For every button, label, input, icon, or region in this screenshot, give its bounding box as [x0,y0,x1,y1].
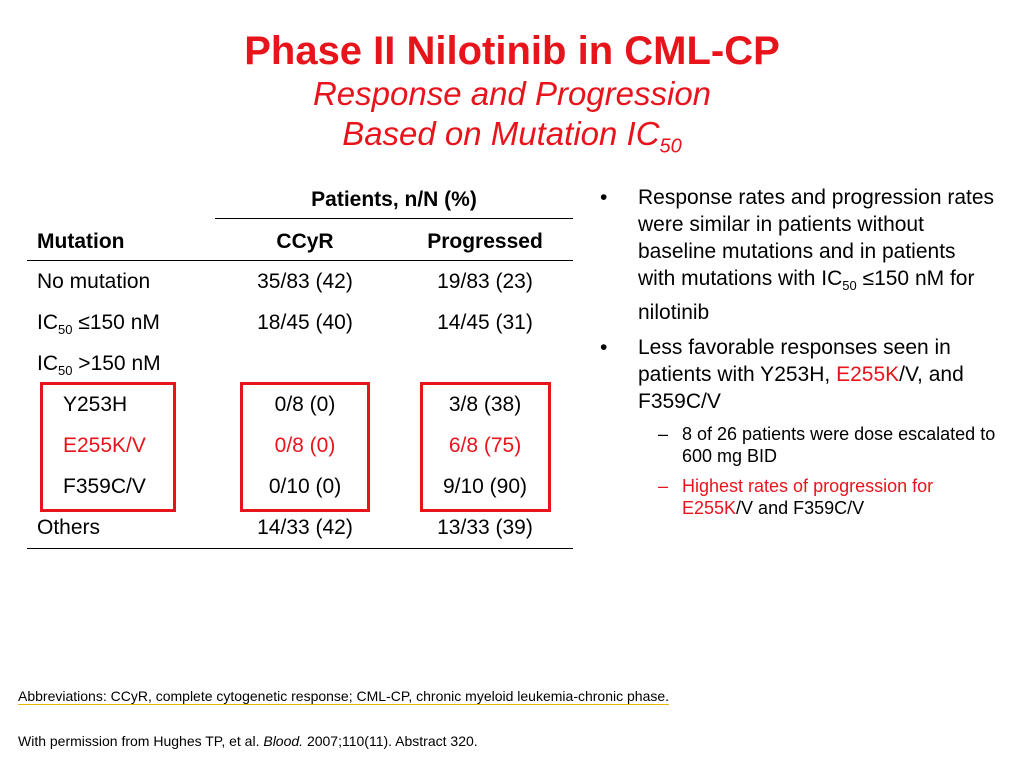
bullet-dot-icon: • [600,186,608,209]
table-bottom-rule [27,548,573,549]
ccyr-cell: 18/45 (40) [257,311,353,334]
sub-bullet-text: /V and F359C/V [736,498,865,519]
mutation-cell: IC50 >150 nM [37,344,161,391]
mutation-prefix: IC [37,352,58,375]
abbreviations-note: Abbreviations: CCyR, complete cytogeneti… [18,688,670,705]
dash-icon: – [658,476,669,497]
slide-title: Phase II Nilotinib in CML-CP [244,29,780,73]
mutation-subscript: 50 [58,363,73,379]
progressed-cell: 3/8 (38) [448,393,522,416]
progressed-cell: 13/33 (39) [437,516,533,539]
ccyr-cell: 14/33 (42) [257,516,353,539]
subtitle-line-2: Based on Mutation IC50 [0,114,1024,167]
bullet-text: /V, and F359C/V [638,363,964,414]
ccyr-cell: 0/8 (0) [274,393,336,416]
table-row: E255K/V 0/8 (0) 6/8 (75) [27,426,573,466]
mutation-suffix: >150 nM [72,352,161,375]
mutation-highlight-box [40,382,176,512]
journal-name: Blood. [263,733,304,749]
ccyr-cell: 0/8 (0) [274,434,336,457]
ccyr-cell: 0/10 (0) [268,475,342,498]
table-row: F359C/V 0/10 (0) 9/10 (90) [27,467,573,507]
subtitle-line-2-text: Based on Mutation IC [342,115,660,152]
progressed-cell: 9/10 (90) [442,475,528,498]
progressed-highlight-box [420,382,551,512]
dash-icon: – [658,424,669,445]
mutation-cell: Y253H [63,393,128,416]
progressed-cell: 19/83 (23) [437,270,533,293]
ccyr-cell: 35/83 (42) [257,270,353,293]
slide-subtitle: Response and Progression Based on Mutati… [0,74,1024,167]
sub-bullet-item: – Highest rates of progression for E255K… [598,475,998,519]
ccyr-highlight-box [240,382,370,512]
sub-bullet-item: – 8 of 26 patients were dose escalated t… [598,423,998,467]
table-header-row: Mutation CCyR Progressed [27,222,573,262]
permission-text: With permission from Hughes TP, et al. [18,733,264,749]
col-header-mutation: Mutation [37,230,125,253]
subtitle-subscript: 50 [659,135,682,158]
bullet-dot-icon: • [600,336,608,360]
bullet-subscript: 50 [842,278,857,294]
progressed-cell: 14/45 (31) [437,311,533,334]
col-header-progressed: Progressed [427,230,543,253]
mutation-suffix: ≤150 nM [72,311,160,334]
mutation-prefix: IC [37,311,58,334]
subtitle-line-1: Response and Progression [312,75,712,112]
mutation-cell: IC50 ≤150 nM [37,303,160,350]
table-row: Y253H 0/8 (0) 3/8 (38) [27,385,573,425]
mutation-cell: Others [37,516,101,539]
bullet-item: • Response rates and progression rates w… [598,184,998,326]
mutation-cell: E255K/V [63,434,146,457]
col-header-ccyr: CCyR [276,230,334,253]
sub-bullet-text: 8 of 26 patients were dose escalated to … [682,424,996,467]
permission-note: With permission from Hughes TP, et al. B… [18,733,478,749]
header-divider [27,260,573,261]
bullet-text: Response rates and progression rates wer… [638,186,995,290]
table-group-header-row: Patients, n/N (%) [27,180,573,220]
bullet-list: • Response rates and progression rates w… [598,184,998,527]
mutation-cell: No mutation [37,270,151,293]
group-header: Patients, n/N (%) [311,188,477,211]
bullet-text: ≤150 nM for nilotinib [638,267,975,325]
bullet-text-highlight: E255K [836,363,900,387]
permission-text: 2007;110(11). Abstract 320. [303,733,478,749]
table-row: IC50 >150 nM [27,344,573,384]
sub-bullet-text-highlight: Highest rates of progression for E255K [682,476,934,519]
table-row: No mutation 35/83 (42) 19/83 (23) [27,262,573,302]
bullet-item: • Less favorable responses seen in patie… [598,334,998,415]
abbreviations-text: Abbreviations: CCyR, complete cytogeneti… [18,688,670,705]
mutation-subscript: 50 [58,322,73,338]
table-row: Others 14/33 (42) 13/33 (39) [27,508,573,548]
mutation-cell: F359C/V [63,475,146,498]
group-header-divider [215,218,573,219]
table-row: IC50 ≤150 nM 18/45 (40) 14/45 (31) [27,303,573,343]
progressed-cell: 6/8 (75) [448,434,522,457]
title-block: Phase II Nilotinib in CML-CP Response an… [0,28,1024,167]
bullet-text: Less favorable responses seen in patient… [638,336,951,387]
